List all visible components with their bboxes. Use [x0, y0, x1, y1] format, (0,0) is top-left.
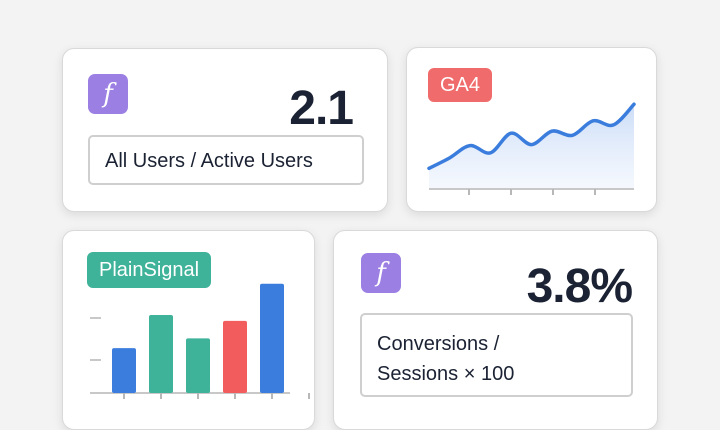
formula-text: All Users / Active Users [105, 150, 313, 172]
line-area-fill [429, 104, 634, 189]
formula-box[interactable]: All Users / Active Users [88, 135, 364, 185]
metric-card-users[interactable]: f 2.1 All Users / Active Users [62, 48, 388, 212]
bar-1 [112, 348, 136, 393]
bar-5 [260, 284, 284, 393]
metric-value: 2.1 [289, 81, 353, 136]
function-icon: f [88, 74, 128, 114]
plainsignal-bar-chart [85, 276, 295, 396]
metric-card-conversions[interactable]: f 3.8% Conversions / Sessions × 100 [333, 230, 658, 430]
metric-value: 3.8% [527, 259, 632, 314]
formula-line-2: Sessions × 100 [377, 359, 631, 389]
chart-card-plainsignal[interactable]: PlainSignal [62, 230, 315, 430]
bar-4 [223, 321, 247, 393]
formula-box[interactable]: Conversions / Sessions × 100 [360, 313, 633, 397]
bar-3 [186, 338, 210, 393]
function-icon: f [361, 253, 401, 293]
ga4-line-chart [429, 86, 639, 171]
formula-line-1: Conversions / [377, 329, 631, 359]
chart-card-ga4[interactable]: GA4 [406, 47, 657, 212]
bar-2 [149, 315, 173, 393]
